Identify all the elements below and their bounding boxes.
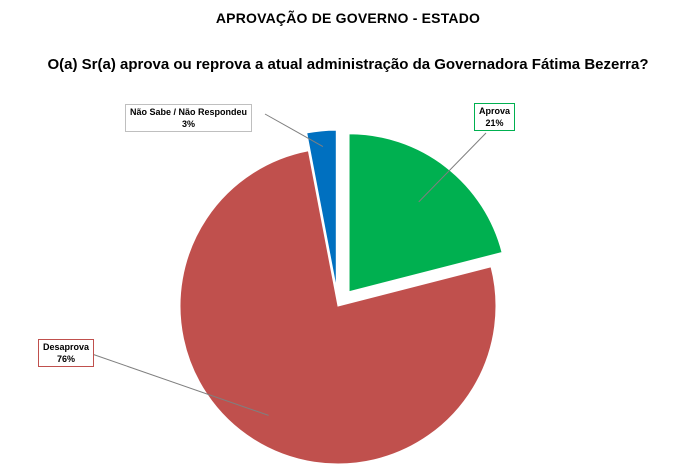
label-nao-sabe: Não Sabe / Não Respondeu 3% <box>125 104 253 132</box>
label-desaprova-name: Desaprova <box>43 342 90 352</box>
chart-subtitle: O(a) Sr(a) aprova ou reprova a atual adm… <box>47 56 649 73</box>
label-aprova: Aprova 21% <box>474 103 516 131</box>
slice-aprova <box>348 133 503 293</box>
leader-nao-sabe <box>264 113 324 147</box>
leader-desaprova <box>91 353 269 416</box>
label-nao-sabe-name: Não Sabe / Não Respondeu <box>130 107 248 117</box>
slice-desaprova <box>179 150 497 465</box>
label-aprova-name: Aprova <box>479 106 511 116</box>
label-desaprova-value: 76% <box>57 354 76 364</box>
label-nao-sabe-value: 3% <box>182 119 196 129</box>
chart-title: APROVAÇÃO DE GOVERNO - ESTADO <box>215 10 481 26</box>
leader-aprova <box>418 132 487 203</box>
label-desaprova: Desaprova 76% <box>38 339 95 367</box>
slice-nao-sabe <box>306 129 337 289</box>
label-aprova-value: 21% <box>485 118 504 128</box>
